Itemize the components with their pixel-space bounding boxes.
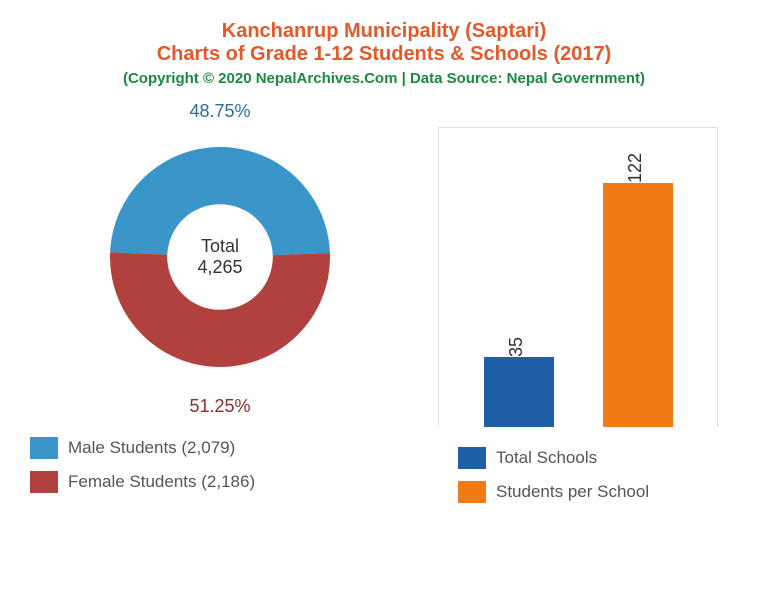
donut-center-bottom: 4,265 bbox=[197, 257, 242, 278]
donut-wrap: 48.75% Total 4,265 51.25% bbox=[90, 127, 350, 387]
legend-label-male: Male Students (2,079) bbox=[68, 438, 235, 458]
title-line1: Kanchanrup Municipality (Saptari) bbox=[30, 20, 738, 43]
donut-chart: 48.75% Total 4,265 51.25% Male Students … bbox=[30, 127, 410, 493]
bar-col-schools: 35 bbox=[484, 357, 554, 427]
bar-col-students: 122 bbox=[603, 183, 673, 427]
swatch-female bbox=[30, 471, 58, 493]
donut-pct-bottom: 51.25% bbox=[189, 396, 250, 417]
legend-item-female: Female Students (2,186) bbox=[30, 471, 410, 493]
copyright-text: (Copyright © 2020 NepalArchives.Com | Da… bbox=[30, 70, 738, 87]
donut-center-top: Total bbox=[197, 236, 242, 257]
bar-chart: 35 122 Total Schools Students per School bbox=[438, 127, 738, 503]
bar-students bbox=[603, 183, 673, 427]
swatch-schools bbox=[458, 447, 486, 469]
legend-label-female: Female Students (2,186) bbox=[68, 472, 255, 492]
donut-center: Total 4,265 bbox=[197, 236, 242, 278]
donut-pct-top: 48.75% bbox=[189, 101, 250, 122]
bar-label-schools: 35 bbox=[506, 337, 527, 357]
bar-schools bbox=[484, 357, 554, 427]
bar-legend: Total Schools Students per School bbox=[438, 447, 738, 503]
bar-label-students: 122 bbox=[625, 153, 646, 183]
legend-item-students-per-school: Students per School bbox=[458, 481, 738, 503]
legend-item-schools: Total Schools bbox=[458, 447, 738, 469]
donut-legend: Male Students (2,079) Female Students (2… bbox=[30, 437, 410, 493]
legend-label-students-per-school: Students per School bbox=[496, 482, 649, 502]
title-line2: Charts of Grade 1-12 Students & Schools … bbox=[30, 43, 738, 66]
swatch-students-per-school bbox=[458, 481, 486, 503]
title-block: Kanchanrup Municipality (Saptari) Charts… bbox=[30, 20, 738, 87]
swatch-male bbox=[30, 437, 58, 459]
bar-plot: 35 122 bbox=[438, 127, 718, 427]
legend-label-schools: Total Schools bbox=[496, 448, 597, 468]
legend-item-male: Male Students (2,079) bbox=[30, 437, 410, 459]
